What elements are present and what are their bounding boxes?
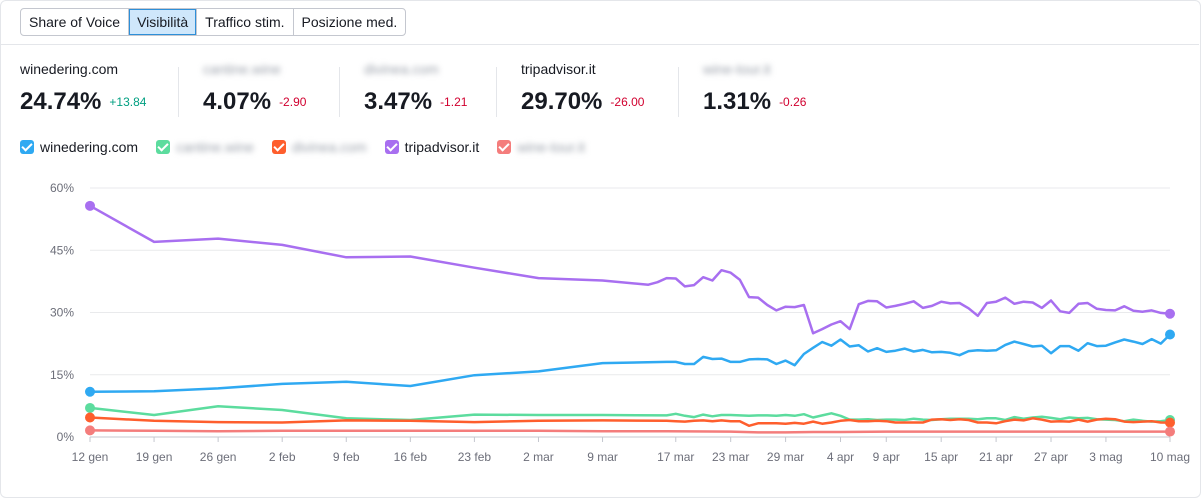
legend-label: winedering.com [40, 139, 139, 155]
metric-delta: -0.26 [779, 95, 807, 109]
checkbox-icon[interactable] [20, 140, 34, 154]
legend-item-winedering[interactable]: winedering.com [20, 137, 138, 157]
metric-delta: -1.21 [440, 95, 468, 109]
x-tick-label: 9 mar [587, 450, 618, 464]
series-line [88, 429, 1172, 434]
x-tick-label: 23 mar [712, 450, 749, 464]
series-end-point [1165, 308, 1175, 319]
metric-domain: cantine.wine [203, 61, 281, 77]
metric-card: divinea.com 3.47% -1.21 [364, 60, 467, 120]
series-start-point [85, 412, 95, 423]
metric-delta: -26.00 [610, 95, 645, 109]
x-tick-label: 23 feb [458, 450, 492, 464]
legend-item-cantine[interactable]: cantine.wine [156, 137, 254, 157]
divider [178, 67, 179, 117]
x-tick-label: 15 apr [924, 450, 958, 464]
tab-visibility[interactable]: Visibilità [129, 9, 198, 35]
series-line [88, 416, 1172, 428]
series-line [88, 405, 1172, 423]
metric-tab-group: Share of Voice Visibilità Traffico stim.… [20, 8, 407, 36]
legend-label: divinea.com [291, 139, 367, 155]
metric-card: cantine.wine 4.07% -2.90 [203, 60, 306, 120]
metric-card: winedering.com 24.74% +13.84 [20, 60, 146, 120]
metric-value: 1.31% [703, 88, 772, 115]
x-tick-label: 17 mar [657, 450, 694, 464]
series-end-point [1165, 329, 1175, 340]
metric-value: 3.47% [364, 88, 433, 115]
y-tick-label: 60% [50, 181, 74, 195]
series-end-point [1165, 417, 1175, 428]
tab-average-position[interactable]: Posizione med. [301, 14, 398, 30]
metric-domain: tripadvisor.it [521, 61, 596, 77]
tab-share-of-voice[interactable]: Share of Voice [21, 9, 130, 35]
x-tick-label: 9 apr [873, 450, 900, 464]
series-end-point [1165, 426, 1175, 437]
checkbox-icon[interactable] [156, 140, 171, 154]
x-tick-label: 2 mar [523, 450, 554, 464]
tab-estimated-traffic[interactable]: Traffico stim. [197, 9, 294, 35]
y-tick-label: 30% [50, 306, 74, 320]
visibility-line-chart: 0% 15% 30% 45% 60% 12 gen 19 gen 26 gen 2 feb 9 f… [50, 181, 1190, 464]
metric-value: 4.07% [203, 88, 272, 115]
series-start-point [85, 386, 95, 397]
x-tick-label: 3 mag [1089, 450, 1122, 464]
metric-card: wine-tour.it 1.31% -0.26 [703, 60, 806, 120]
x-tick-label: 26 gen [200, 450, 237, 464]
divider [496, 67, 497, 117]
legend-label: wine-tour.it [517, 139, 585, 155]
x-tick-label: 16 feb [394, 450, 428, 464]
series-line [88, 204, 1172, 335]
metric-domain: winedering.com [20, 61, 119, 77]
legend-label: tripadvisor.it [404, 139, 480, 155]
metric-value: 24.74% [20, 88, 102, 115]
legend-label: cantine.wine [176, 139, 254, 155]
y-tick-label: 0% [57, 430, 75, 444]
metric-delta: -2.90 [279, 95, 307, 109]
checkbox-icon[interactable] [384, 140, 399, 154]
divider [339, 67, 340, 117]
metric-domain: wine-tour.it [703, 61, 771, 77]
series-start-point [85, 200, 95, 211]
x-tick-label: 21 apr [979, 450, 1013, 464]
metric-domain: divinea.com [364, 61, 439, 77]
checkbox-icon[interactable] [497, 140, 512, 154]
legend-item-tripadvisor[interactable]: tripadvisor.it [384, 137, 480, 157]
legend-item-wine-tour[interactable]: wine-tour.it [497, 137, 585, 157]
x-tick-label: 10 mag [1150, 450, 1190, 464]
legend-item-divinea[interactable]: divinea.com [271, 137, 367, 157]
checkbox-icon[interactable] [271, 140, 286, 154]
x-tick-label: 29 mar [767, 450, 804, 464]
x-tick-label: 9 feb [333, 450, 360, 464]
x-tick-label: 2 feb [269, 450, 296, 464]
series-line [88, 333, 1172, 394]
x-tick-label: 27 apr [1034, 450, 1068, 464]
x-tick-label: 4 apr [827, 450, 854, 464]
metrics-summary: winedering.com 24.74% +13.84 cantine.wine… [0, 60, 1199, 120]
x-tick-label: 12 gen [72, 450, 109, 464]
metric-value: 29.70% [521, 88, 603, 115]
y-tick-label: 15% [50, 368, 74, 382]
series-start-point [85, 402, 95, 413]
divider [678, 67, 679, 117]
toolbar: Share of Voice Visibilità Traffico stim.… [0, 0, 1199, 45]
y-tick-label: 45% [50, 243, 74, 257]
metric-card: tripadvisor.it 29.70% -26.00 [521, 60, 644, 120]
series-start-point [85, 425, 95, 436]
metric-delta: +13.84 [109, 95, 147, 109]
x-tick-label: 19 gen [136, 450, 173, 464]
chart-legend: winedering.com cantine.wine divinea.com … [20, 137, 603, 157]
